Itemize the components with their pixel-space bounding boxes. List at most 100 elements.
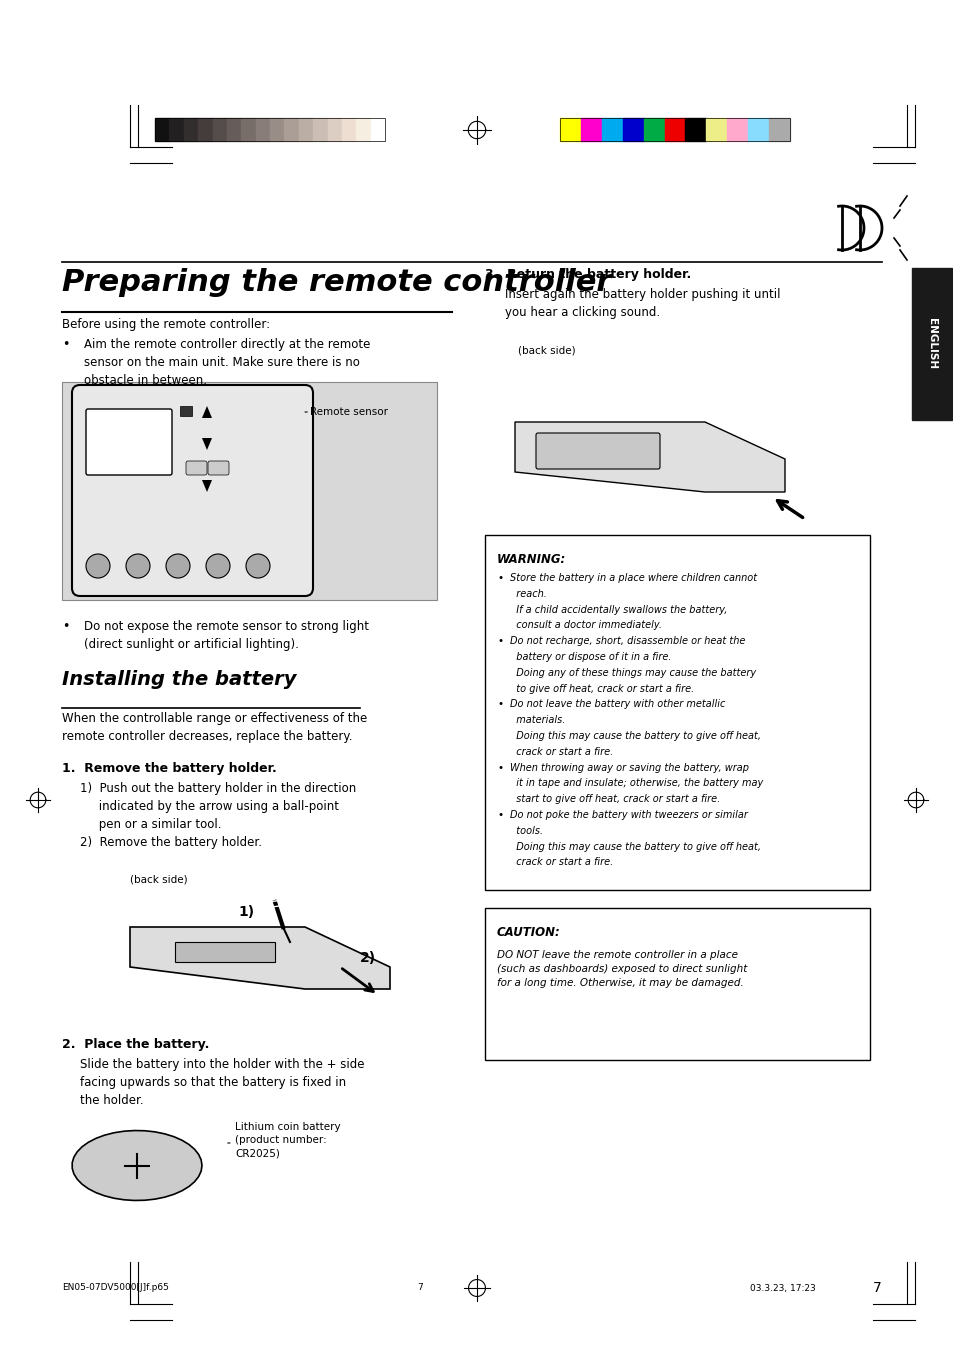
Bar: [198, 118, 213, 141]
Text: Store the battery in a place where children cannot: Store the battery in a place where child…: [510, 573, 757, 584]
Bar: [559, 118, 789, 141]
Text: 2): 2): [359, 951, 375, 965]
FancyBboxPatch shape: [71, 385, 313, 596]
Text: materials.: materials.: [510, 715, 565, 725]
Bar: [255, 118, 270, 141]
Polygon shape: [202, 438, 212, 450]
Text: 7: 7: [872, 1281, 882, 1296]
Bar: [62, 382, 436, 600]
Bar: [284, 118, 298, 141]
Circle shape: [206, 554, 230, 578]
Text: Do not recharge, short, disassemble or heat the: Do not recharge, short, disassemble or h…: [510, 636, 744, 646]
Circle shape: [126, 554, 150, 578]
Bar: [911, 267, 951, 420]
Polygon shape: [515, 422, 784, 492]
Text: •: •: [62, 338, 70, 351]
Text: ENGLISH: ENGLISH: [926, 319, 936, 370]
Text: Before using the remote controller:: Before using the remote controller:: [62, 317, 270, 331]
Text: crack or start a fire.: crack or start a fire.: [510, 747, 613, 757]
Text: Preparing the remote controller: Preparing the remote controller: [62, 267, 611, 297]
FancyBboxPatch shape: [86, 409, 172, 476]
Polygon shape: [72, 1131, 202, 1201]
Bar: [313, 118, 327, 141]
Text: Remote sensor: Remote sensor: [305, 407, 388, 417]
FancyBboxPatch shape: [186, 461, 207, 476]
Bar: [154, 118, 385, 141]
Text: Slide the battery into the holder with the + side
facing upwards so that the bat: Slide the battery into the holder with t…: [80, 1058, 364, 1106]
Bar: [370, 118, 385, 141]
Bar: [270, 118, 284, 141]
Bar: [484, 908, 869, 1061]
Bar: [643, 118, 664, 141]
Text: to give off heat, crack or start a fire.: to give off heat, crack or start a fire.: [510, 684, 694, 693]
Text: •: •: [497, 573, 502, 584]
Text: battery or dispose of it in a fire.: battery or dispose of it in a fire.: [510, 653, 671, 662]
Text: Aim the remote controller directly at the remote
sensor on the main unit. Make s: Aim the remote controller directly at th…: [84, 338, 370, 386]
Text: Do not poke the battery with tweezers or similar: Do not poke the battery with tweezers or…: [510, 811, 747, 820]
Text: 3.  Return the battery holder.: 3. Return the battery holder.: [484, 267, 691, 281]
Text: Doing this may cause the battery to give off heat,: Doing this may cause the battery to give…: [510, 842, 760, 851]
Text: •: •: [497, 700, 502, 709]
Bar: [601, 118, 622, 141]
Text: 2.  Place the battery.: 2. Place the battery.: [62, 1038, 209, 1051]
Bar: [768, 118, 789, 141]
Circle shape: [246, 554, 270, 578]
Text: consult a doctor immediately.: consult a doctor immediately.: [510, 620, 661, 631]
Polygon shape: [130, 927, 390, 989]
Text: 03.3.23, 17:23: 03.3.23, 17:23: [749, 1283, 815, 1293]
Text: Installing the battery: Installing the battery: [62, 670, 296, 689]
Text: Lithium coin battery
(product number:
CR2025): Lithium coin battery (product number: CR…: [234, 1121, 340, 1158]
FancyBboxPatch shape: [536, 434, 659, 469]
Bar: [227, 118, 241, 141]
Text: When the controllable range or effectiveness of the
remote controller decreases,: When the controllable range or effective…: [62, 712, 367, 743]
Text: crack or start a fire.: crack or start a fire.: [510, 858, 613, 867]
Text: (back side): (back side): [517, 345, 575, 355]
Bar: [622, 118, 643, 141]
Bar: [341, 118, 355, 141]
Text: EN05-07DV5000[J]f.p65: EN05-07DV5000[J]f.p65: [62, 1283, 169, 1293]
Text: tools.: tools.: [510, 825, 542, 836]
Text: WARNING:: WARNING:: [497, 553, 566, 566]
Bar: [484, 535, 869, 890]
Text: 1)  Push out the battery holder in the direction
     indicated by the arrow usi: 1) Push out the battery holder in the di…: [80, 782, 355, 848]
Text: •: •: [497, 636, 502, 646]
Bar: [705, 118, 726, 141]
Text: •: •: [497, 811, 502, 820]
Bar: [180, 407, 192, 416]
Bar: [559, 118, 580, 141]
Text: Insert again the battery holder pushing it until
you hear a clicking sound.: Insert again the battery holder pushing …: [504, 288, 780, 319]
Bar: [170, 118, 184, 141]
Bar: [664, 118, 685, 141]
Text: 1): 1): [237, 905, 253, 919]
Text: •: •: [497, 762, 502, 773]
Text: CAUTION:: CAUTION:: [497, 925, 560, 939]
Bar: [241, 118, 255, 141]
Circle shape: [86, 554, 110, 578]
Text: 1.  Remove the battery holder.: 1. Remove the battery holder.: [62, 762, 276, 775]
Text: (back side): (back side): [130, 875, 188, 885]
Polygon shape: [202, 480, 212, 492]
Text: reach.: reach.: [510, 589, 546, 598]
Bar: [747, 118, 768, 141]
Bar: [213, 118, 227, 141]
Text: Do not expose the remote sensor to strong light
(direct sunlight or artificial l: Do not expose the remote sensor to stron…: [84, 620, 369, 651]
Bar: [685, 118, 705, 141]
FancyBboxPatch shape: [208, 461, 229, 476]
Bar: [154, 118, 170, 141]
Text: •: •: [62, 620, 70, 634]
Text: Doing this may cause the battery to give off heat,: Doing this may cause the battery to give…: [510, 731, 760, 740]
Text: Do not leave the battery with other metallic: Do not leave the battery with other meta…: [510, 700, 724, 709]
Text: Doing any of these things may cause the battery: Doing any of these things may cause the …: [510, 667, 756, 678]
Bar: [726, 118, 747, 141]
Circle shape: [166, 554, 190, 578]
Bar: [580, 118, 601, 141]
Bar: [355, 118, 370, 141]
Text: If a child accidentally swallows the battery,: If a child accidentally swallows the bat…: [510, 605, 726, 615]
Bar: [184, 118, 198, 141]
Bar: [327, 118, 341, 141]
Polygon shape: [174, 942, 274, 962]
Text: DO NOT leave the remote controller in a place
(such as dashboards) exposed to di: DO NOT leave the remote controller in a …: [497, 950, 746, 988]
Text: it in tape and insulate; otherwise, the battery may: it in tape and insulate; otherwise, the …: [510, 778, 762, 789]
Polygon shape: [202, 407, 212, 417]
Bar: [298, 118, 313, 141]
